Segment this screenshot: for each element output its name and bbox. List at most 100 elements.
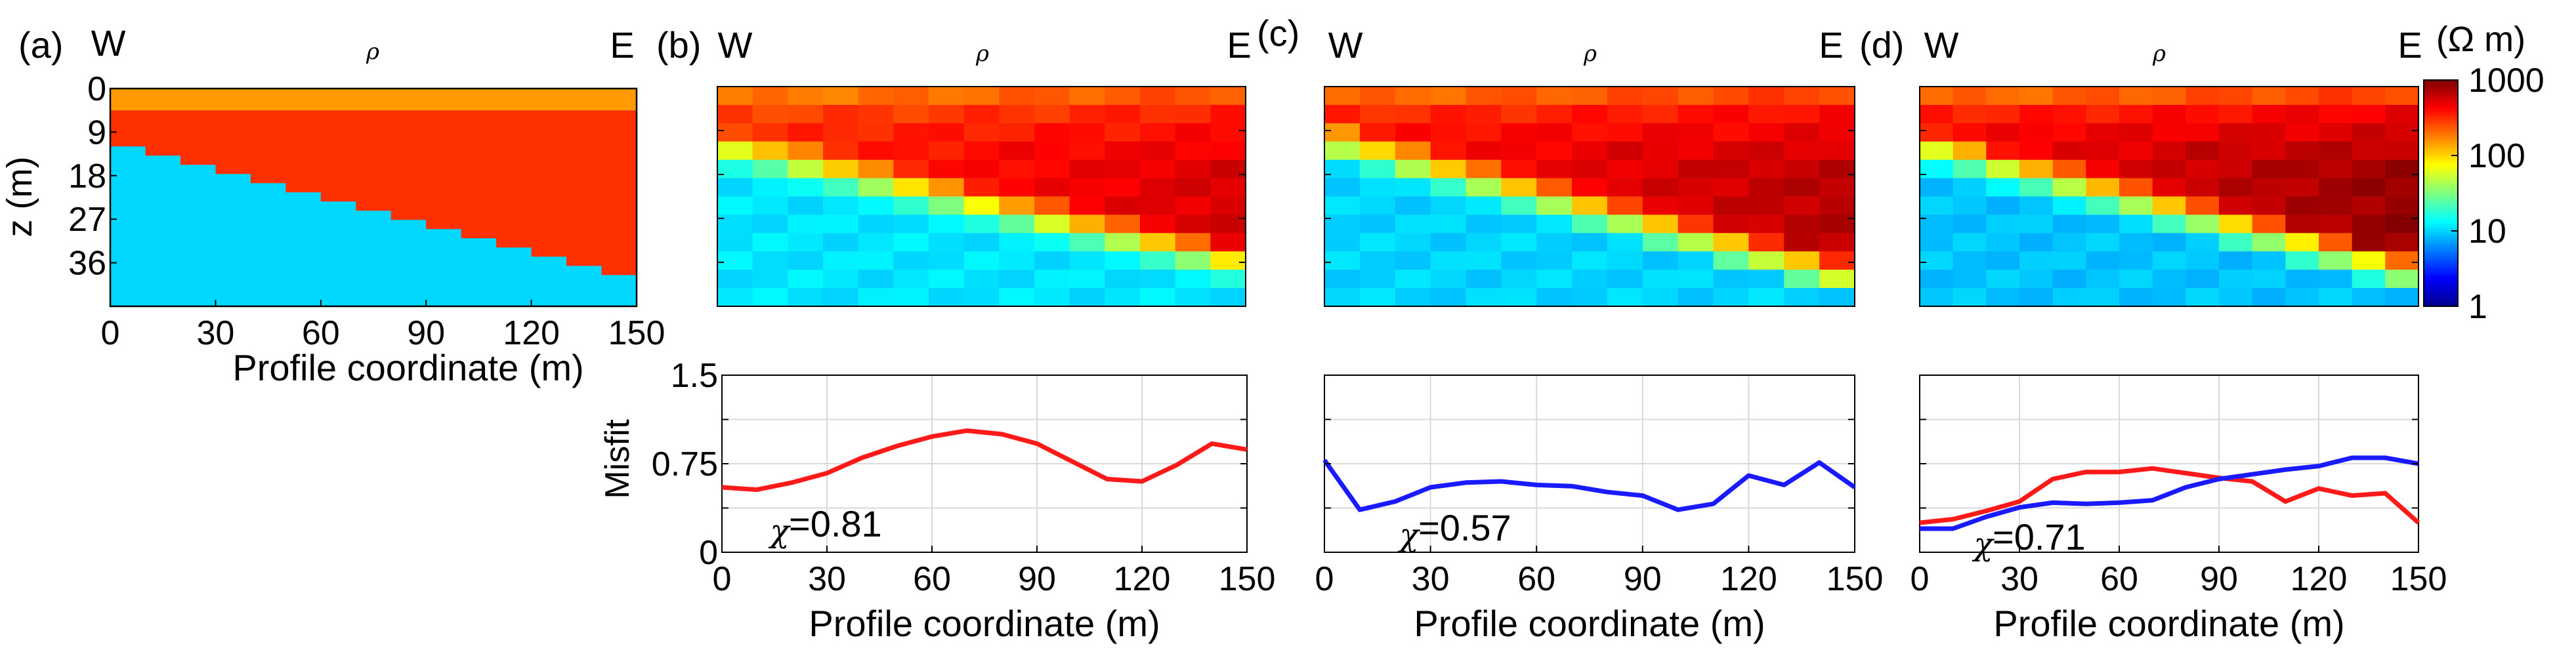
resistivity-cell [2219,214,2253,233]
resistivity-cell [823,196,859,216]
colorbar-tick-label: 100 [2468,137,2525,175]
resistivity-cell [2285,178,2319,197]
resistivity-cell [1713,104,1749,124]
resistivity-cell [2319,288,2353,307]
resistivity-cell [1069,270,1105,289]
panel-label-d: (d) [1859,24,1904,66]
resistivity-cell [1324,196,1361,216]
resistivity-cell [2385,288,2419,307]
resistivity-cell [2219,104,2253,124]
resistivity-cell [858,123,894,142]
resistivity-cell [1069,214,1105,233]
resistivity-cell [1324,233,1361,252]
resistivity-cell [1536,214,1573,233]
resistivity-cell [2185,178,2220,197]
resistivity-cell [929,196,965,216]
resistivity-cell [893,87,929,106]
resistivity-cell [893,214,929,233]
resistivity-cell [788,159,824,179]
resistivity-cell [1140,233,1176,252]
resistivity-cell [717,270,753,289]
resistivity-cell [823,123,859,142]
resistivity-cell [717,288,753,307]
resistivity-cell [2052,251,2086,270]
resistivity-cell [1395,288,1431,307]
resistivity-cell [2219,87,2253,106]
resistivity-cell [1140,87,1176,106]
resistivity-cell [1748,87,1784,106]
resistivity-cell [2352,196,2386,216]
resistivity-cell [1175,141,1211,161]
panel-a-y-tick-label: 27 [68,201,106,239]
resistivity-cell [858,251,894,270]
resistivity-cell [2252,233,2286,252]
resistivity-cell [823,159,859,179]
panel-a-y-tick-label: 9 [87,113,106,152]
resistivity-cell [1175,87,1211,106]
x-tick-label: 120 [2291,560,2348,598]
resistivity-cell [2352,141,2386,161]
panel-a-east-label: E [610,24,634,66]
resistivity-cell [893,251,929,270]
resistivity-cell [823,288,859,307]
resistivity-cell [788,196,824,216]
panel-b-rho-title: ρ [975,41,989,67]
resistivity-cell [1501,251,1537,270]
resistivity-cell [1140,104,1176,124]
resistivity-cell [2086,87,2120,106]
resistivity-cell [1986,159,2020,179]
resistivity-cell [1607,251,1643,270]
resistivity-cell [1953,178,1987,197]
x-tick-label: 120 [1114,560,1171,598]
resistivity-cell [1986,270,2020,289]
panel-c-misfit-ticks: 0 30 60 90 120 150 [1315,418,1883,598]
resistivity-cell [1034,104,1070,124]
panel-b-misfit-xlabel: Profile coordinate (m) [809,603,1160,644]
resistivity-cell [1748,251,1784,270]
resistivity-cell [1819,214,1855,233]
resistivity-cell [2086,159,2120,179]
resistivity-cell [858,270,894,289]
panel-c-inversion [1324,87,1855,307]
resistivity-cell [1572,214,1608,233]
resistivity-cell [1572,104,1608,124]
panel-c-rho-title: ρ [1583,41,1597,67]
resistivity-cell [1359,123,1396,142]
resistivity-cell [788,141,824,161]
resistivity-cell [1953,196,1987,216]
resistivity-cell [1748,104,1784,124]
resistivity-cell [1324,270,1361,289]
resistivity-cell [2152,214,2186,233]
resistivity-cell [1607,87,1643,106]
resistivity-cell [1713,233,1749,252]
resistivity-cell [1784,288,1820,307]
resistivity-cell [1501,141,1537,161]
resistivity-cell [929,141,965,161]
resistivity-cell [2319,141,2353,161]
resistivity-cell [823,178,859,197]
panel-b-chi-symbol: χ [768,513,791,550]
resistivity-cell [1642,104,1679,124]
resistivity-cell [2285,288,2319,307]
resistivity-cell [858,104,894,124]
resistivity-cell [2385,251,2419,270]
resistivity-cell [2019,270,2054,289]
resistivity-cell [1105,141,1141,161]
resistivity-cell [717,123,753,142]
resistivity-cell [1359,251,1396,270]
resistivity-cell [2285,270,2319,289]
resistivity-cell [1069,141,1105,161]
panel-a-x-tick-label: 60 [302,314,340,352]
resistivity-cell [1140,123,1176,142]
resistivity-cell [1713,196,1749,216]
panel-a-x-tick-label: 150 [608,314,665,352]
resistivity-cell [1395,87,1431,106]
resistivity-cell [1986,123,2020,142]
resistivity-cell [893,196,929,216]
resistivity-cell [2252,104,2286,124]
panel-a-x-tick-label: 90 [407,314,445,352]
resistivity-cell [1175,270,1211,289]
resistivity-cell [963,214,1000,233]
panel-a-frame [109,87,638,308]
resistivity-cell [717,233,753,252]
